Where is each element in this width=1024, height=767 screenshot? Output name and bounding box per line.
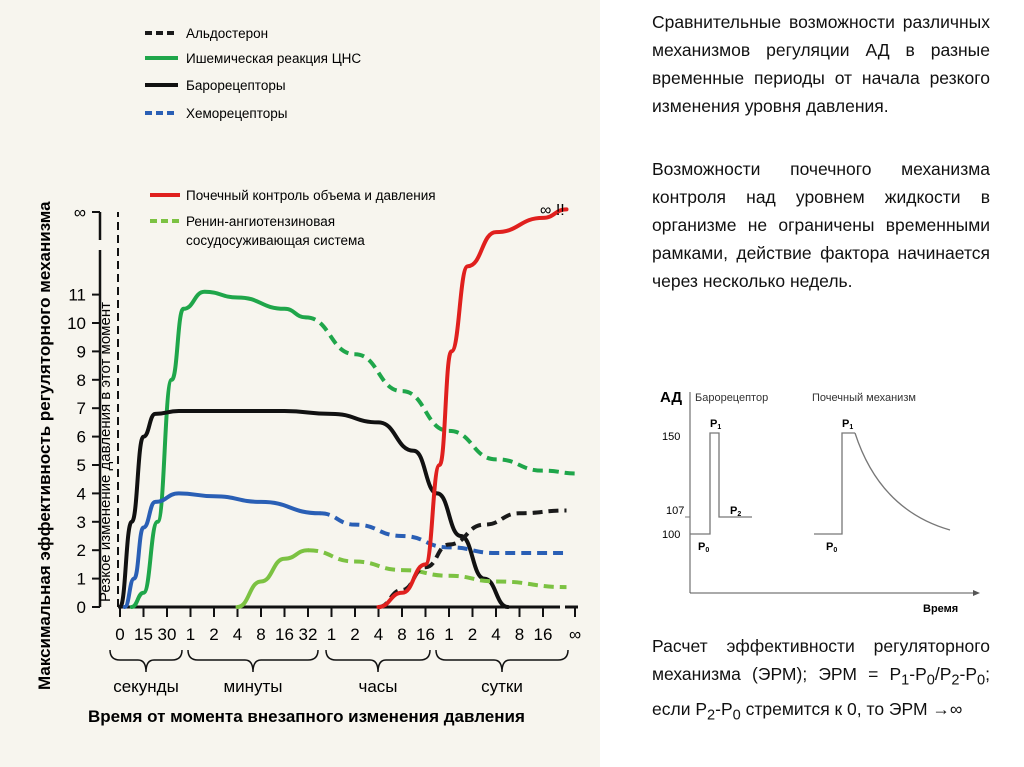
series-line-dashed <box>319 511 567 556</box>
x-tick-label: 1 <box>444 625 453 644</box>
formula-part: 1 <box>901 672 910 689</box>
series-line <box>122 491 322 609</box>
x-group-label: секунды <box>113 677 179 696</box>
x-tick-label: 4 <box>491 625 500 644</box>
x-tick-label: 8 <box>256 625 265 644</box>
series-line <box>235 548 310 609</box>
y-axis-label: Максимальная эффективность регуляторного… <box>35 201 54 690</box>
tick-107: 107 <box>666 505 684 517</box>
tick-100: 100 <box>662 529 680 541</box>
y-tick-label: 11 <box>68 286 86 305</box>
x-tick-label: 16 <box>534 625 553 644</box>
x-tick-label: 1 <box>186 625 195 644</box>
x-tick-label: 2 <box>350 625 359 644</box>
main-chart-panel: Альдостерон Ишемическая реакция ЦНС Бароре… <box>0 0 600 767</box>
x-tick-label: 16 <box>416 625 435 644</box>
formula-part: 2 <box>951 672 960 689</box>
legend-label: Барорецепторы <box>186 78 286 93</box>
renal-step <box>814 432 855 535</box>
formula-part: 0 <box>977 672 986 689</box>
x-group-label: минуты <box>223 677 282 696</box>
formula-part: -P <box>959 664 978 684</box>
formula-part: 2 <box>707 707 716 723</box>
paragraph-comparison: Сравнительные возможности различных меха… <box>652 12 990 116</box>
y-tick-label: 6 <box>77 428 86 447</box>
formula-part: -P <box>909 664 927 684</box>
tick-150: 150 <box>662 431 680 443</box>
erm-text: Расчет эффективности регуляторного механ… <box>652 636 990 684</box>
x-group-label: сутки <box>481 677 523 696</box>
legend-label: Ишемическая реакция ЦНС <box>186 51 361 66</box>
series-line <box>129 289 308 609</box>
group-brace <box>187 649 319 673</box>
y-tick-label: 3 <box>77 513 86 532</box>
formula-part: ; если P <box>652 664 990 719</box>
y-tick-label: 0 <box>77 598 86 617</box>
legend-label: сосудосуживающая система <box>186 233 365 248</box>
y-tick-label: 8 <box>77 371 86 390</box>
pressure-diagram: АД Барорецептор Почечный механизм 150 10… <box>660 389 980 615</box>
renal-p1-label: P1 <box>842 418 853 431</box>
p2-label: P2 <box>730 505 741 518</box>
y-tick-label: 7 <box>77 399 86 418</box>
x-tick-label: 1 <box>327 625 336 644</box>
y-tick-label: 10 <box>67 314 86 333</box>
panel-renal: Почечный механизм <box>812 392 916 404</box>
series-line <box>376 207 569 609</box>
y-tick-label: 9 <box>77 342 86 361</box>
y-tick-label: 1 <box>77 570 86 589</box>
x-tick-label: 8 <box>515 625 524 644</box>
legend-label: Альдостерон <box>186 26 268 41</box>
x-tick-label: 2 <box>209 625 218 644</box>
group-brace <box>325 649 431 673</box>
panel-baroreceptor: Барорецептор <box>695 392 768 404</box>
x-tick-label: 0 <box>115 625 124 644</box>
formula-part: 0 <box>926 672 935 689</box>
group-brace <box>435 649 569 673</box>
infinity-note: ∞ !! <box>540 202 565 219</box>
ad-label: АД <box>660 389 682 406</box>
x-tick-label: 32 <box>299 625 318 644</box>
renal-decay <box>854 432 951 531</box>
x-tick-label: 4 <box>374 625 383 644</box>
y-tick-label: ∞ <box>74 203 86 222</box>
y-tick-label: 5 <box>77 456 86 475</box>
x-tick-label: 2 <box>468 625 477 644</box>
x-axis-label: Время от момента внезапного изменения да… <box>88 707 525 726</box>
legend-label: Ренин-ангиотензиновая <box>186 214 335 229</box>
formula-part: -P <box>715 698 733 719</box>
time-label: Время <box>923 603 958 615</box>
x-tick-label: 8 <box>397 625 406 644</box>
y-tick-label: 4 <box>77 484 86 503</box>
x-tick-label: 15 <box>134 625 153 644</box>
y-tick-label: 2 <box>77 541 86 560</box>
x-group-label: часы <box>358 677 397 696</box>
paragraph-erm: Расчет эффективности регуляторного механ… <box>652 632 990 729</box>
efficiency-chart: Альдостерон Ишемическая реакция ЦНС Бароре… <box>35 26 581 726</box>
renal-p0-label: P0 <box>826 541 837 554</box>
erm-text-end: стремится к 0, то ЭРМ →∞ <box>740 698 963 719</box>
series-line-dashed <box>378 508 567 609</box>
x-tick-label: ∞ <box>569 625 581 644</box>
p0-label: P0 <box>698 541 709 554</box>
x-axis-arrow <box>973 590 980 596</box>
legend-label: Почечный контроль объема и давления <box>186 188 436 203</box>
baroreceptor-line <box>690 432 752 535</box>
p1-label: P1 <box>710 418 721 431</box>
paragraph-renal: Возможности почечного механизма контроля… <box>652 159 990 291</box>
x-tick-label: 16 <box>275 625 294 644</box>
erm-formula: 1-P0/P2-P0; если P2-P0 <box>652 664 990 723</box>
series-line <box>118 409 510 609</box>
x-tick-label: 30 <box>158 625 177 644</box>
formula-part: 0 <box>732 707 741 723</box>
series-line-dashed <box>305 315 579 476</box>
formula-part: /P <box>934 664 952 684</box>
vertical-annotation: Резкое изменение давления в этот момент <box>97 302 114 602</box>
group-brace <box>109 649 183 673</box>
legend-label: Хеморецепторы <box>186 106 287 121</box>
x-tick-label: 4 <box>233 625 242 644</box>
